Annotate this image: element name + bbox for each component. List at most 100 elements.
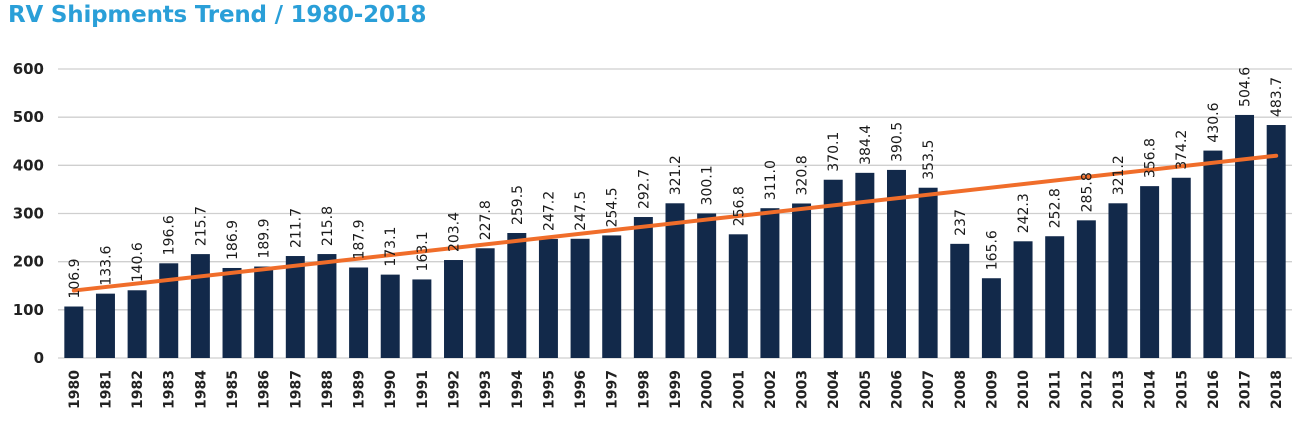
x-tick-label: 1990 xyxy=(383,370,399,409)
data-label: 254.5 xyxy=(605,187,621,227)
x-tick-label: 2002 xyxy=(763,370,779,409)
bar xyxy=(633,217,653,358)
data-label: 187.9 xyxy=(352,219,368,259)
bar xyxy=(602,235,622,358)
x-tick-label: 1986 xyxy=(257,370,273,409)
bar xyxy=(95,293,115,358)
bar xyxy=(190,254,210,358)
bar xyxy=(254,266,274,358)
data-label: 140.6 xyxy=(130,242,146,282)
bar xyxy=(570,238,590,358)
bar xyxy=(760,208,780,358)
data-label: 186.9 xyxy=(225,220,241,260)
x-tick-label: 1995 xyxy=(541,370,557,409)
bar xyxy=(538,238,558,358)
data-label: 356.8 xyxy=(1143,138,1159,178)
x-tick-label: 2011 xyxy=(1048,370,1064,409)
data-label: 292.7 xyxy=(636,169,652,209)
x-tick-label: 2014 xyxy=(1143,370,1159,409)
x-tick-label: 1996 xyxy=(573,370,589,409)
bar xyxy=(1140,186,1160,358)
bar xyxy=(1171,177,1191,358)
bar xyxy=(665,203,685,358)
data-label: 321.2 xyxy=(668,155,684,195)
bar xyxy=(127,290,147,358)
data-label: 320.8 xyxy=(795,155,811,195)
data-label: 384.4 xyxy=(858,125,874,165)
bars xyxy=(64,114,1286,359)
data-label: 211.7 xyxy=(288,208,304,248)
bar xyxy=(507,233,527,358)
x-tick-label: 1980 xyxy=(67,370,83,409)
bar xyxy=(285,256,305,358)
bar xyxy=(444,260,464,358)
bar xyxy=(380,274,400,358)
data-label: 215.7 xyxy=(193,206,209,246)
data-label: 259.5 xyxy=(510,185,526,225)
y-tick-label: 600 xyxy=(13,60,44,78)
bar xyxy=(64,306,84,358)
x-tick-label: 2008 xyxy=(953,370,969,409)
y-tick-label: 100 xyxy=(13,301,44,319)
data-label: 430.6 xyxy=(1206,102,1222,142)
x-tick-label: 1997 xyxy=(605,370,621,409)
bar xyxy=(1266,125,1286,359)
data-labels: 106.9 133.6 140.6 196.6 215.7 186.9 189.9 211.7… xyxy=(67,67,1285,299)
data-label: 390.5 xyxy=(889,122,905,162)
x-tick-label: 2009 xyxy=(984,370,1000,409)
data-label: 247.2 xyxy=(541,191,557,231)
x-axis-ticks: 1980 1981 1982 1983 1984 1985 1986 1987 1988 1989… xyxy=(67,370,1285,409)
y-tick-label: 0 xyxy=(34,349,44,367)
data-label: 321.2 xyxy=(1111,155,1127,195)
x-tick-label: 2004 xyxy=(826,370,842,409)
bar xyxy=(412,279,432,358)
data-label: 215.8 xyxy=(320,206,336,246)
x-tick-label: 2000 xyxy=(700,370,716,409)
data-label: 285.8 xyxy=(1079,172,1095,212)
x-tick-label: 1988 xyxy=(320,370,336,409)
data-label: 189.9 xyxy=(257,218,273,258)
bar xyxy=(475,248,495,358)
data-label: 504.6 xyxy=(1238,67,1254,107)
y-tick-label: 500 xyxy=(13,108,44,126)
data-label: 173.1 xyxy=(383,227,399,267)
data-label: 252.8 xyxy=(1048,188,1064,228)
bar xyxy=(886,169,906,358)
bar xyxy=(1013,241,1033,358)
bar xyxy=(950,243,970,358)
y-tick-label: 400 xyxy=(13,156,44,174)
data-label: 353.5 xyxy=(921,140,937,180)
data-label: 242.3 xyxy=(1016,193,1032,233)
x-tick-label: 2006 xyxy=(889,370,905,409)
x-tick-label: 1985 xyxy=(225,370,241,409)
x-tick-label: 2005 xyxy=(858,370,874,409)
data-label: 300.1 xyxy=(700,165,716,205)
x-tick-label: 1994 xyxy=(510,370,526,409)
x-tick-label: 1989 xyxy=(352,370,368,409)
data-label: 163.1 xyxy=(415,231,431,271)
x-tick-label: 2013 xyxy=(1111,370,1127,409)
bar xyxy=(159,263,179,358)
data-label: 370.1 xyxy=(826,132,842,172)
bar xyxy=(728,234,748,358)
bar xyxy=(918,187,938,358)
bar xyxy=(222,267,242,358)
x-tick-label: 2007 xyxy=(921,370,937,409)
trendline-layer xyxy=(71,153,1279,293)
x-tick-label: 2003 xyxy=(795,370,811,409)
x-tick-label: 2018 xyxy=(1269,370,1285,409)
data-label: 203.4 xyxy=(447,212,463,252)
x-tick-label: 1981 xyxy=(98,370,114,409)
chart-title: RV Shipments Trend / 1980-2018 xyxy=(8,2,427,28)
bar xyxy=(697,213,717,358)
trendline xyxy=(71,153,1279,293)
data-label: 247.5 xyxy=(573,191,589,231)
data-label: 237 xyxy=(953,209,969,236)
x-tick-label: 2001 xyxy=(731,370,747,409)
data-label: 133.6 xyxy=(98,245,114,285)
x-tick-label: 1987 xyxy=(288,370,304,409)
bar xyxy=(855,172,875,358)
data-label: 374.2 xyxy=(1174,130,1190,170)
bar xyxy=(1108,203,1128,358)
